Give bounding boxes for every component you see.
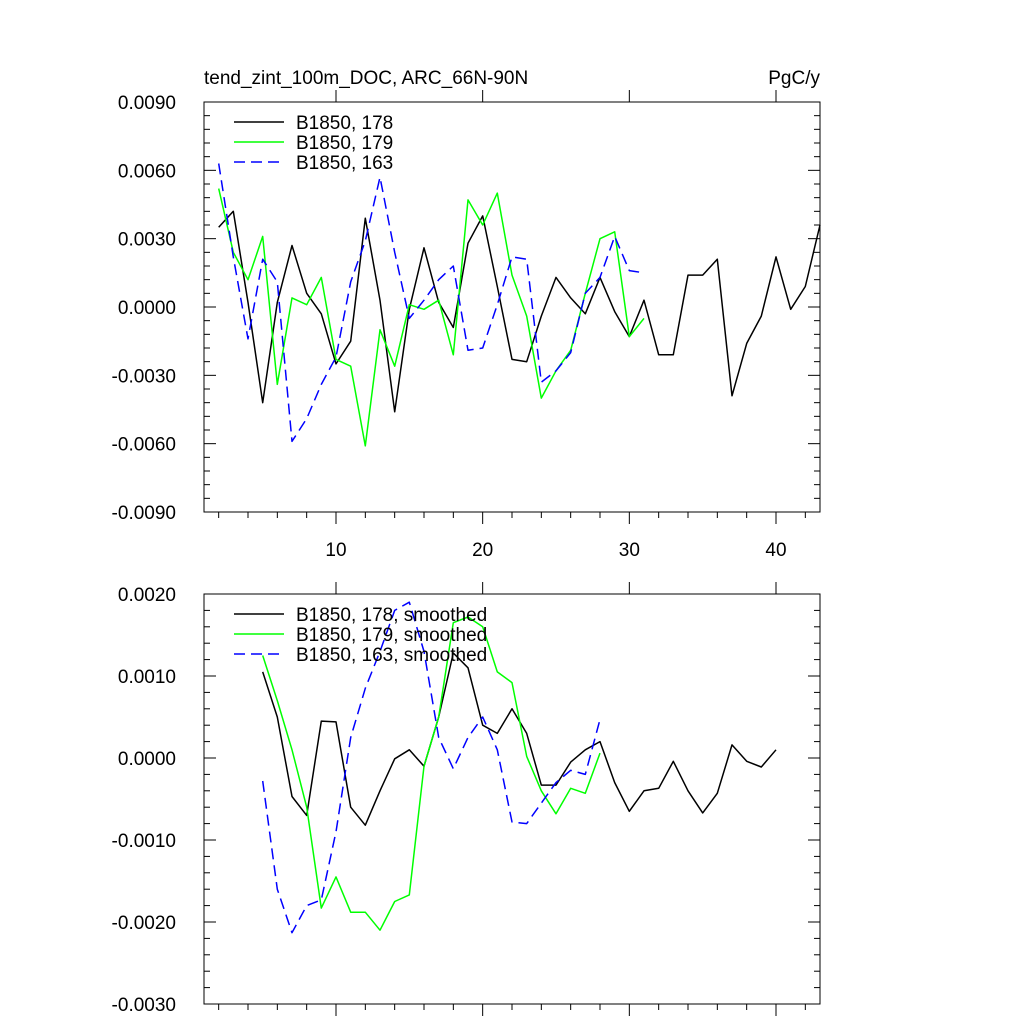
panel-top-chart: tend_zint_100m_DOC, ARC_66N-90N PgC/y -0… bbox=[112, 68, 821, 561]
y-tick-label: -0.0090 bbox=[112, 503, 176, 524]
y-tick-label: -0.0030 bbox=[112, 995, 176, 1016]
x-tick-label: 30 bbox=[619, 540, 640, 561]
legend-label: B1850, 178 bbox=[296, 113, 393, 134]
legend-label: B1850, 163, smoothed bbox=[296, 645, 487, 666]
bottom-axis-ticks: -0.0030 -0.0020 -0.0010 0.0000 0.0010 0.0020 bbox=[112, 582, 820, 1016]
bottom-series-lines bbox=[261, 601, 777, 934]
y-tick-label: 0.0010 bbox=[118, 667, 176, 688]
top-series-lines bbox=[217, 163, 821, 447]
legend-label: B1850, 163 bbox=[296, 153, 393, 174]
y-tick-label: -0.0010 bbox=[112, 831, 176, 852]
y-tick-label: 0.0060 bbox=[118, 161, 176, 182]
y-tick-label: 0.0090 bbox=[118, 93, 176, 114]
y-tick-label: -0.0020 bbox=[112, 913, 176, 934]
series-line bbox=[261, 601, 601, 934]
legend-label: B1850, 179 bbox=[296, 133, 393, 154]
x-tick-label: 10 bbox=[325, 540, 346, 561]
y-tick-label: -0.0030 bbox=[112, 366, 176, 387]
legend-label: B1850, 179, smoothed bbox=[296, 625, 487, 646]
series-line bbox=[261, 652, 777, 826]
legend-label: B1850, 178, smoothed bbox=[296, 605, 487, 626]
series-line bbox=[261, 616, 601, 931]
y-tick-label: 0.0020 bbox=[118, 585, 176, 606]
x-tick-label: 40 bbox=[765, 540, 786, 561]
y-tick-label: 0.0000 bbox=[118, 298, 176, 319]
units-label: PgC/y bbox=[768, 68, 820, 89]
series-line bbox=[217, 163, 645, 443]
panel-bottom-chart: -0.0030-0.0020-0.00100.00000.00100.0020 … bbox=[112, 582, 821, 1016]
series-line bbox=[218, 210, 821, 413]
y-tick-label: 0.0000 bbox=[118, 749, 176, 770]
top-axis-ticks: -0.0090 -0.0060 -0.0030 0.0000 0.0030 0.0060 0… bbox=[112, 90, 820, 561]
y-tick-label: 0.0030 bbox=[118, 230, 176, 251]
plot-frame-bottom bbox=[203, 593, 821, 1005]
x-tick-label: 20 bbox=[472, 540, 493, 561]
y-tick-label: -0.0060 bbox=[112, 435, 176, 456]
chart-title: tend_zint_100m_DOC, ARC_66N-90N bbox=[204, 68, 528, 89]
series-line bbox=[217, 188, 645, 447]
plot-frame-top bbox=[203, 101, 821, 513]
